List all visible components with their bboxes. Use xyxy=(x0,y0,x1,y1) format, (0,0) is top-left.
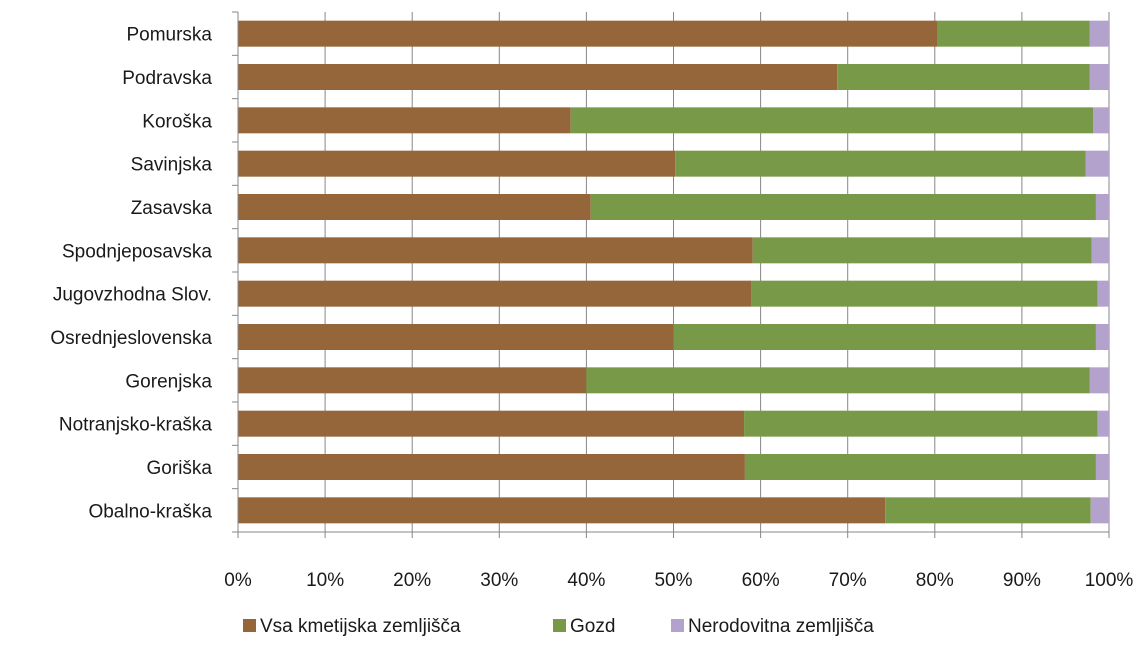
x-tick-label: 70% xyxy=(829,570,867,591)
category-label-pomurska: Pomurska xyxy=(126,25,212,46)
bar-zasavska-nerodovitna-zemljisca xyxy=(1095,194,1109,220)
bar-zasavska-vsa-kmetijska-zemljisca xyxy=(238,194,591,220)
x-tick-label: 20% xyxy=(393,570,431,591)
legend: Vsa kmetijska zemljišča Gozd Nerodovitna z… xyxy=(243,616,874,637)
bar-obalno-kraska-nerodovitna-zemljisca xyxy=(1090,497,1109,524)
legend-swatch-vsa-kmetijska-zemljisca xyxy=(243,619,256,632)
legend-swatch-gozd xyxy=(553,619,566,632)
bar-obalno-kraska-gozd xyxy=(885,497,1091,524)
axes: 0% 10% 20% 30% 40% 50% 60% 70% 80% 90% 100% Pomursk… xyxy=(50,11,1134,591)
bar-pomurska-gozd xyxy=(937,20,1090,47)
bar-spodnjeposavska-gozd xyxy=(752,237,1092,264)
bar-jugovzhodna-slov-nerodovitna-zemljisca xyxy=(1097,280,1109,307)
bar-notranjsko-kraska-nerodovitna-zemljisca xyxy=(1097,410,1109,437)
x-tick-label: 50% xyxy=(654,570,692,591)
bar-savinjska-gozd xyxy=(675,150,1086,177)
bar-gorenjska-gozd xyxy=(586,367,1090,394)
category-label-jugovzhodna-slov: Jugovzhodna Slov. xyxy=(53,285,212,306)
x-tick-label: 100% xyxy=(1085,570,1134,591)
bar-spodnjeposavska-nerodovitna-zemljisca xyxy=(1091,237,1109,264)
bar-spodnjeposavska-vsa-kmetijska-zemljisca xyxy=(238,237,753,264)
bar-koroska-vsa-kmetijska-zemljisca xyxy=(238,107,571,134)
bar-gorenjska-vsa-kmetijska-zemljisca xyxy=(238,367,587,394)
x-tick-label: 30% xyxy=(480,570,518,591)
bar-notranjsko-kraska-gozd xyxy=(744,410,1098,437)
category-label-notranjsko-kraska: Notranjsko-kraška xyxy=(59,415,213,436)
bar-osrednjeslovenska-vsa-kmetijska-zemljisca xyxy=(238,324,674,350)
bar-jugovzhodna-slov-gozd xyxy=(751,280,1098,307)
x-tick-label: 90% xyxy=(1003,570,1041,591)
bar-zasavska-gozd xyxy=(590,194,1096,220)
bars xyxy=(238,20,1109,524)
bar-koroska-gozd xyxy=(570,107,1094,134)
category-label-gorenjska: Gorenjska xyxy=(125,371,212,392)
x-tick-label: 80% xyxy=(916,570,954,591)
bar-pomurska-vsa-kmetijska-zemljisca xyxy=(238,20,938,47)
category-label-obalno-kraska: Obalno-kraška xyxy=(88,501,212,522)
legend-swatch-nerodovitna-zemljisca xyxy=(671,619,684,632)
x-tick-label: 40% xyxy=(567,570,605,591)
bar-goriska-vsa-kmetijska-zemljisca xyxy=(238,454,745,480)
category-label-zasavska: Zasavska xyxy=(131,198,213,219)
bar-pomurska-nerodovitna-zemljisca xyxy=(1089,20,1109,47)
gridlines xyxy=(324,12,1110,532)
bar-podravska-gozd xyxy=(837,64,1090,90)
bar-obalno-kraska-vsa-kmetijska-zemljisca xyxy=(238,497,886,524)
bar-jugovzhodna-slov-vsa-kmetijska-zemljisca xyxy=(238,280,752,307)
category-label-koroska: Koroška xyxy=(142,111,212,132)
category-label-goriska: Goriška xyxy=(147,458,213,479)
bar-gorenjska-nerodovitna-zemljisca xyxy=(1089,367,1109,394)
bar-goriska-gozd xyxy=(744,454,1096,480)
legend-label-nerodovitna-zemljisca: Nerodovitna zemljišča xyxy=(688,616,874,637)
bar-savinjska-vsa-kmetijska-zemljisca xyxy=(238,150,676,177)
bar-osrednjeslovenska-nerodovitna-zemljisca xyxy=(1095,324,1109,350)
bar-notranjsko-kraska-vsa-kmetijska-zemljisca xyxy=(238,410,745,437)
category-label-osrednjeslovenska: Osrednjeslovenska xyxy=(50,328,212,349)
bar-koroska-nerodovitna-zemljisca xyxy=(1093,107,1109,134)
bar-goriska-nerodovitna-zemljisca xyxy=(1095,454,1109,480)
x-tick-label: 0% xyxy=(224,570,252,591)
legend-label-vsa-kmetijska-zemljisca: Vsa kmetijska zemljišča xyxy=(260,616,461,637)
legend-label-gozd: Gozd xyxy=(570,616,615,637)
x-tick-label: 60% xyxy=(742,570,780,591)
bar-osrednjeslovenska-gozd xyxy=(673,324,1096,350)
category-label-podravska: Podravska xyxy=(122,68,212,89)
bar-savinjska-nerodovitna-zemljisca xyxy=(1085,150,1109,177)
category-label-spodnjeposavska: Spodnjeposavska xyxy=(62,241,212,262)
category-label-savinjska: Savinjska xyxy=(131,155,213,176)
bar-podravska-nerodovitna-zemljisca xyxy=(1089,64,1109,90)
bar-podravska-vsa-kmetijska-zemljisca xyxy=(238,64,838,90)
x-tick-label: 10% xyxy=(306,570,344,591)
